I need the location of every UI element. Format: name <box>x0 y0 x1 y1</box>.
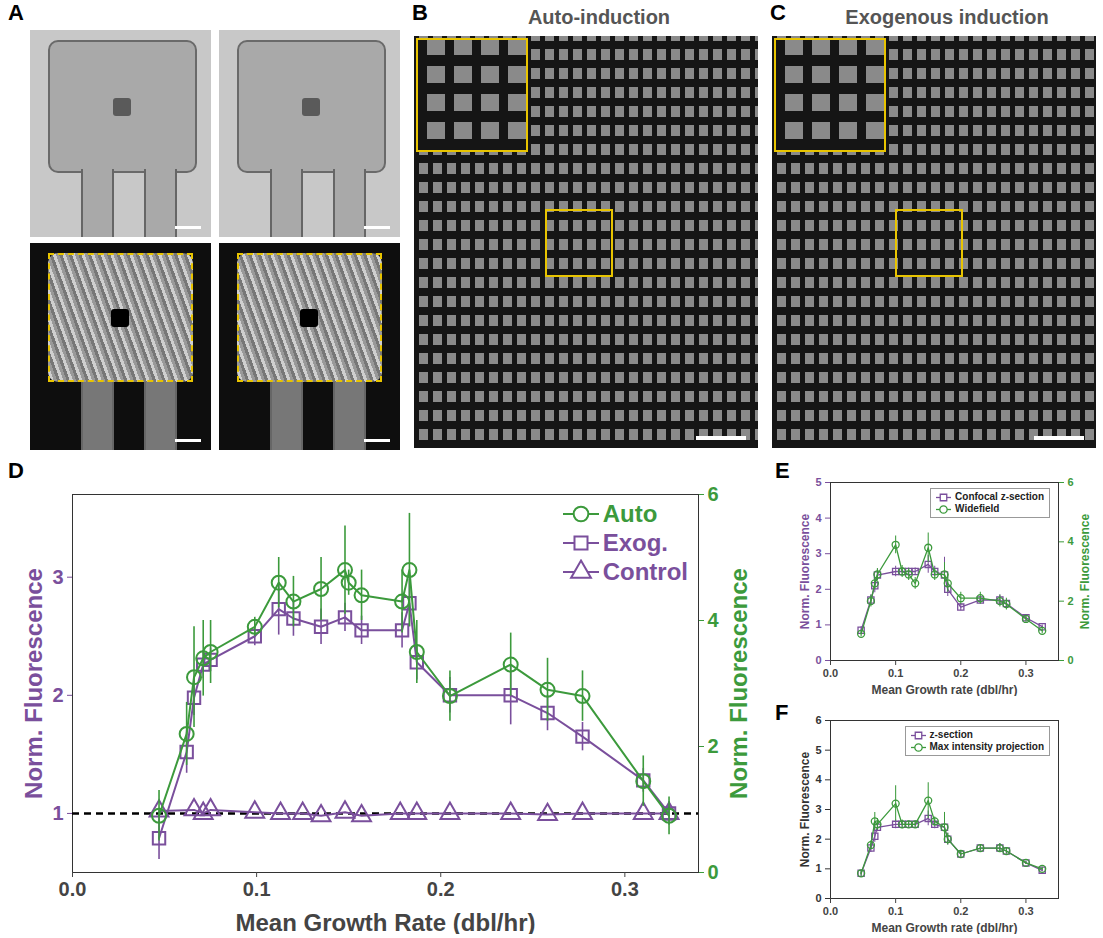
svg-text:Norm. Fluorescence: Norm. Fluorescence <box>1078 513 1092 629</box>
svg-text:2: 2 <box>815 583 821 595</box>
svg-text:0.2: 0.2 <box>427 878 455 900</box>
svg-text:0: 0 <box>1068 654 1074 666</box>
svg-text:0: 0 <box>815 654 821 666</box>
svg-text:6: 6 <box>708 483 719 505</box>
svg-text:Mean Growth rate (dbl/hr): Mean Growth rate (dbl/hr) <box>871 921 1017 935</box>
svg-text:2: 2 <box>708 735 719 757</box>
svg-text:0.3: 0.3 <box>1018 667 1033 679</box>
svg-text:4: 4 <box>815 512 822 524</box>
html-text:Confocal z-section: Confocal z-section <box>955 491 1044 502</box>
html-text:E: E <box>775 458 790 483</box>
svg-text:1: 1 <box>52 802 63 824</box>
svg-text:6: 6 <box>1068 476 1074 488</box>
svg-text:0.3: 0.3 <box>611 878 639 900</box>
svg-text:4: 4 <box>708 609 720 631</box>
html-text:B: B <box>412 0 428 25</box>
svg-text:Mean Growth Rate (dbl/hr): Mean Growth Rate (dbl/hr) <box>236 909 536 935</box>
svg-text:2: 2 <box>815 833 821 845</box>
html-text:D: D <box>8 458 24 483</box>
html-text:Exogenous induction: Exogenous induction <box>845 6 1049 28</box>
svg-text:4: 4 <box>1068 535 1075 547</box>
svg-text:3: 3 <box>815 803 821 815</box>
svg-text:0.0: 0.0 <box>59 878 87 900</box>
html-text:Auto: Auto <box>602 500 658 527</box>
svg-text:3: 3 <box>815 547 821 559</box>
svg-text:0: 0 <box>708 861 719 883</box>
svg-text:3: 3 <box>52 566 63 588</box>
svg-text:5: 5 <box>815 744 821 756</box>
svg-text:2: 2 <box>52 684 63 706</box>
html-text:Auto-induction: Auto-induction <box>527 6 671 28</box>
svg-text:Norm. Fluorescence: Norm. Fluorescence <box>20 568 47 799</box>
svg-text:Norm. Fluorescence: Norm. Fluorescence <box>725 568 752 799</box>
svg-text:0.1: 0.1 <box>888 905 903 917</box>
svg-text:5: 5 <box>815 476 821 488</box>
html-text:F: F <box>775 700 789 725</box>
svg-text:0.1: 0.1 <box>243 878 271 900</box>
svg-text:Norm. Fluorescence: Norm. Fluorescence <box>798 513 812 629</box>
svg-text:4: 4 <box>815 773 822 785</box>
html-text:Max intensity projection: Max intensity projection <box>929 741 1044 752</box>
html-text:A: A <box>8 0 24 25</box>
svg-text:6: 6 <box>815 714 821 726</box>
html-text:Exog.: Exog. <box>602 528 668 556</box>
svg-text:0.0: 0.0 <box>823 667 838 679</box>
svg-text:0.3: 0.3 <box>1018 905 1033 917</box>
svg-text:2: 2 <box>1068 595 1074 607</box>
html-text:z-section: z-section <box>929 729 973 740</box>
svg-text:0.0: 0.0 <box>823 905 838 917</box>
html-text:Widefield: Widefield <box>955 503 1000 514</box>
svg-text:0: 0 <box>815 892 821 904</box>
svg-text:Norm. Fluorescence: Norm. Fluorescence <box>798 751 812 867</box>
svg-text:Mean Growth rate (dbl/hr): Mean Growth rate (dbl/hr) <box>871 683 1017 697</box>
html-text:C: C <box>770 0 786 25</box>
svg-text:1: 1 <box>815 618 821 630</box>
html-text:Control: Control <box>602 557 688 585</box>
svg-text:0.2: 0.2 <box>953 905 968 917</box>
svg-text:0.2: 0.2 <box>953 667 968 679</box>
svg-text:0.1: 0.1 <box>888 667 903 679</box>
svg-text:1: 1 <box>815 862 821 874</box>
